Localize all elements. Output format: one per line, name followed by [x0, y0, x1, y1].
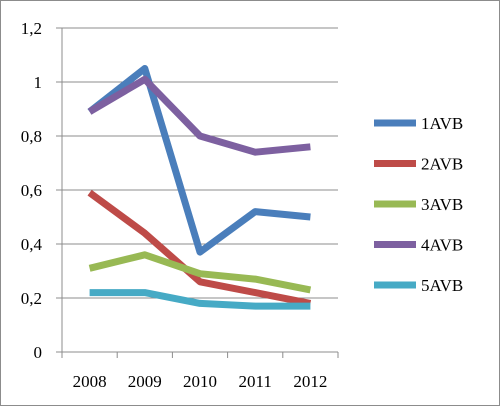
y-tick-label: 0,6 — [21, 181, 42, 200]
y-tick-label: 0 — [34, 343, 43, 362]
y-tick-label: 1,2 — [21, 19, 42, 38]
x-tick-label: 2009 — [128, 372, 162, 391]
x-tick-label: 2011 — [239, 372, 272, 391]
x-axis-ticks: 2008 2009 2010 2011 2012 — [61, 352, 339, 391]
y-tick-label: 0,4 — [21, 235, 43, 254]
gridlines — [62, 27, 338, 299]
y-tick-label: 1 — [34, 73, 43, 92]
x-tick-label: 2012 — [293, 372, 327, 391]
x-tick-label: 2008 — [73, 372, 107, 391]
series-lines — [87, 65, 312, 310]
legend-label-2avb: 2AVB — [421, 155, 463, 174]
series-line-4avb — [87, 75, 311, 156]
legend-label-1avb: 1AVB — [421, 114, 463, 133]
y-tick-label: 0,2 — [21, 289, 42, 308]
legend-label-5avb: 5AVB — [421, 276, 463, 295]
legend: 1AVB 2AVB 3AVB 4AVB 5AVB — [374, 114, 463, 295]
x-tick-label: 2010 — [183, 372, 217, 391]
y-axis-ticks: 0 0,2 0,4 0,6 0,8 1 1,2 — [21, 19, 62, 362]
y-tick-label: 0,8 — [21, 127, 42, 146]
legend-label-4avb: 4AVB — [421, 236, 463, 255]
legend-label-3avb: 3AVB — [421, 195, 463, 214]
